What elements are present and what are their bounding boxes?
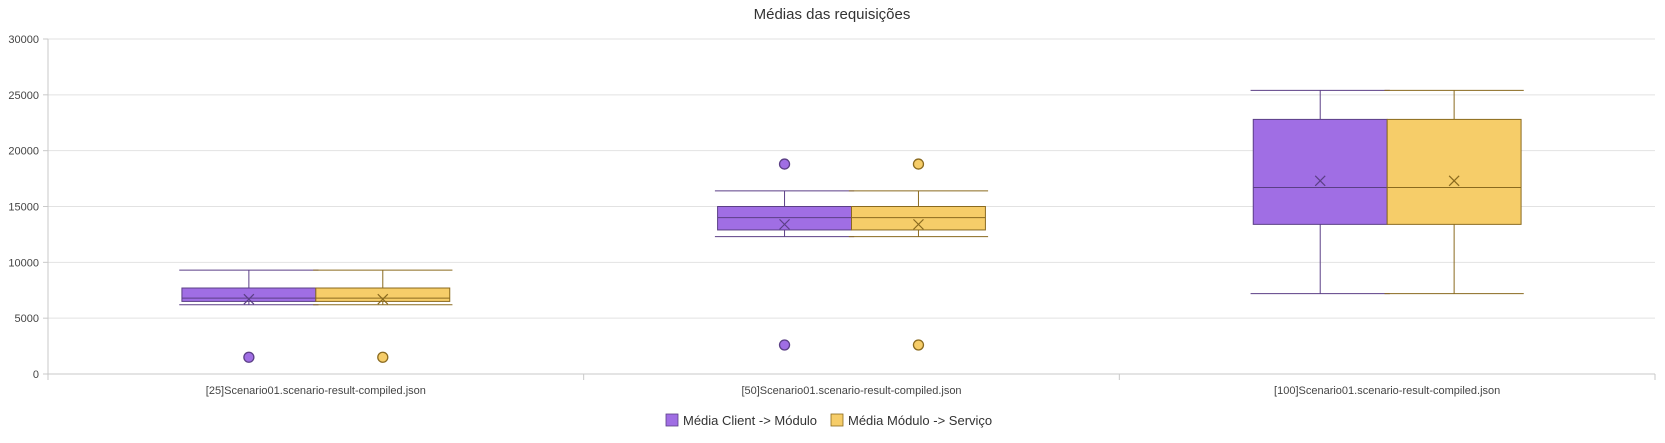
box-iqr <box>1386 118 1522 225</box>
x-tick-label: [25]Scenario01.scenario-result-compiled.… <box>206 385 426 397</box>
grid-lines <box>47 38 1655 375</box>
legend-label-client-modulo[interactable]: Média Client -> Módulo <box>683 413 817 428</box>
outlier-point <box>778 158 791 170</box>
y-tick-label: 5000 <box>15 313 39 325</box>
outlier-point <box>912 158 925 170</box>
mean-marker <box>243 293 255 305</box>
legend[interactable]: Média Client -> Módulo Média Módulo -> S… <box>665 413 992 428</box>
x-axis: [25]Scenario01.scenario-result-compiled.… <box>47 374 1656 397</box>
y-tick-label: 30000 <box>8 34 39 46</box>
legend-swatch-client-modulo[interactable] <box>665 413 679 427</box>
box-0-0 <box>179 269 319 363</box>
box-iqr <box>717 206 852 231</box>
legend-label-modulo-servico[interactable]: Média Módulo -> Serviço <box>848 413 992 428</box>
y-tick-label: 25000 <box>8 90 39 102</box>
box-0-1 <box>714 158 855 351</box>
mean-marker <box>779 218 790 230</box>
box-1-1 <box>848 158 989 351</box>
outlier-point <box>778 339 791 351</box>
y-tick-label: 15000 <box>8 202 39 214</box>
chart-title: Médias das requisições <box>754 6 911 23</box>
mean-marker <box>1448 175 1460 187</box>
x-tick-label: [100]Scenario01.scenario-result-compiled… <box>1274 385 1500 397</box>
y-tick-label: 0 <box>33 369 39 381</box>
y-tick-label: 20000 <box>8 146 39 158</box>
box-1-2 <box>1384 89 1524 295</box>
box-series <box>179 89 1524 363</box>
outlier-point <box>912 339 925 351</box>
mean-marker <box>913 218 924 230</box>
x-tick-label: [50]Scenario01.scenario-result-compiled.… <box>741 385 961 397</box>
outlier-point <box>243 351 255 363</box>
mean-marker <box>377 293 389 305</box>
y-axis-ticks: 0 5000 10000 15000 20000 25000 30000 <box>8 34 48 381</box>
legend-swatch-modulo-servico[interactable] <box>830 413 844 427</box>
box-0-2 <box>1250 89 1390 295</box>
box-1-0 <box>313 269 453 363</box>
outlier-point <box>377 351 389 363</box>
mean-marker <box>1314 175 1326 187</box>
box-iqr <box>1252 118 1388 225</box>
y-tick-label: 10000 <box>8 257 39 269</box>
box-iqr <box>851 206 986 231</box>
